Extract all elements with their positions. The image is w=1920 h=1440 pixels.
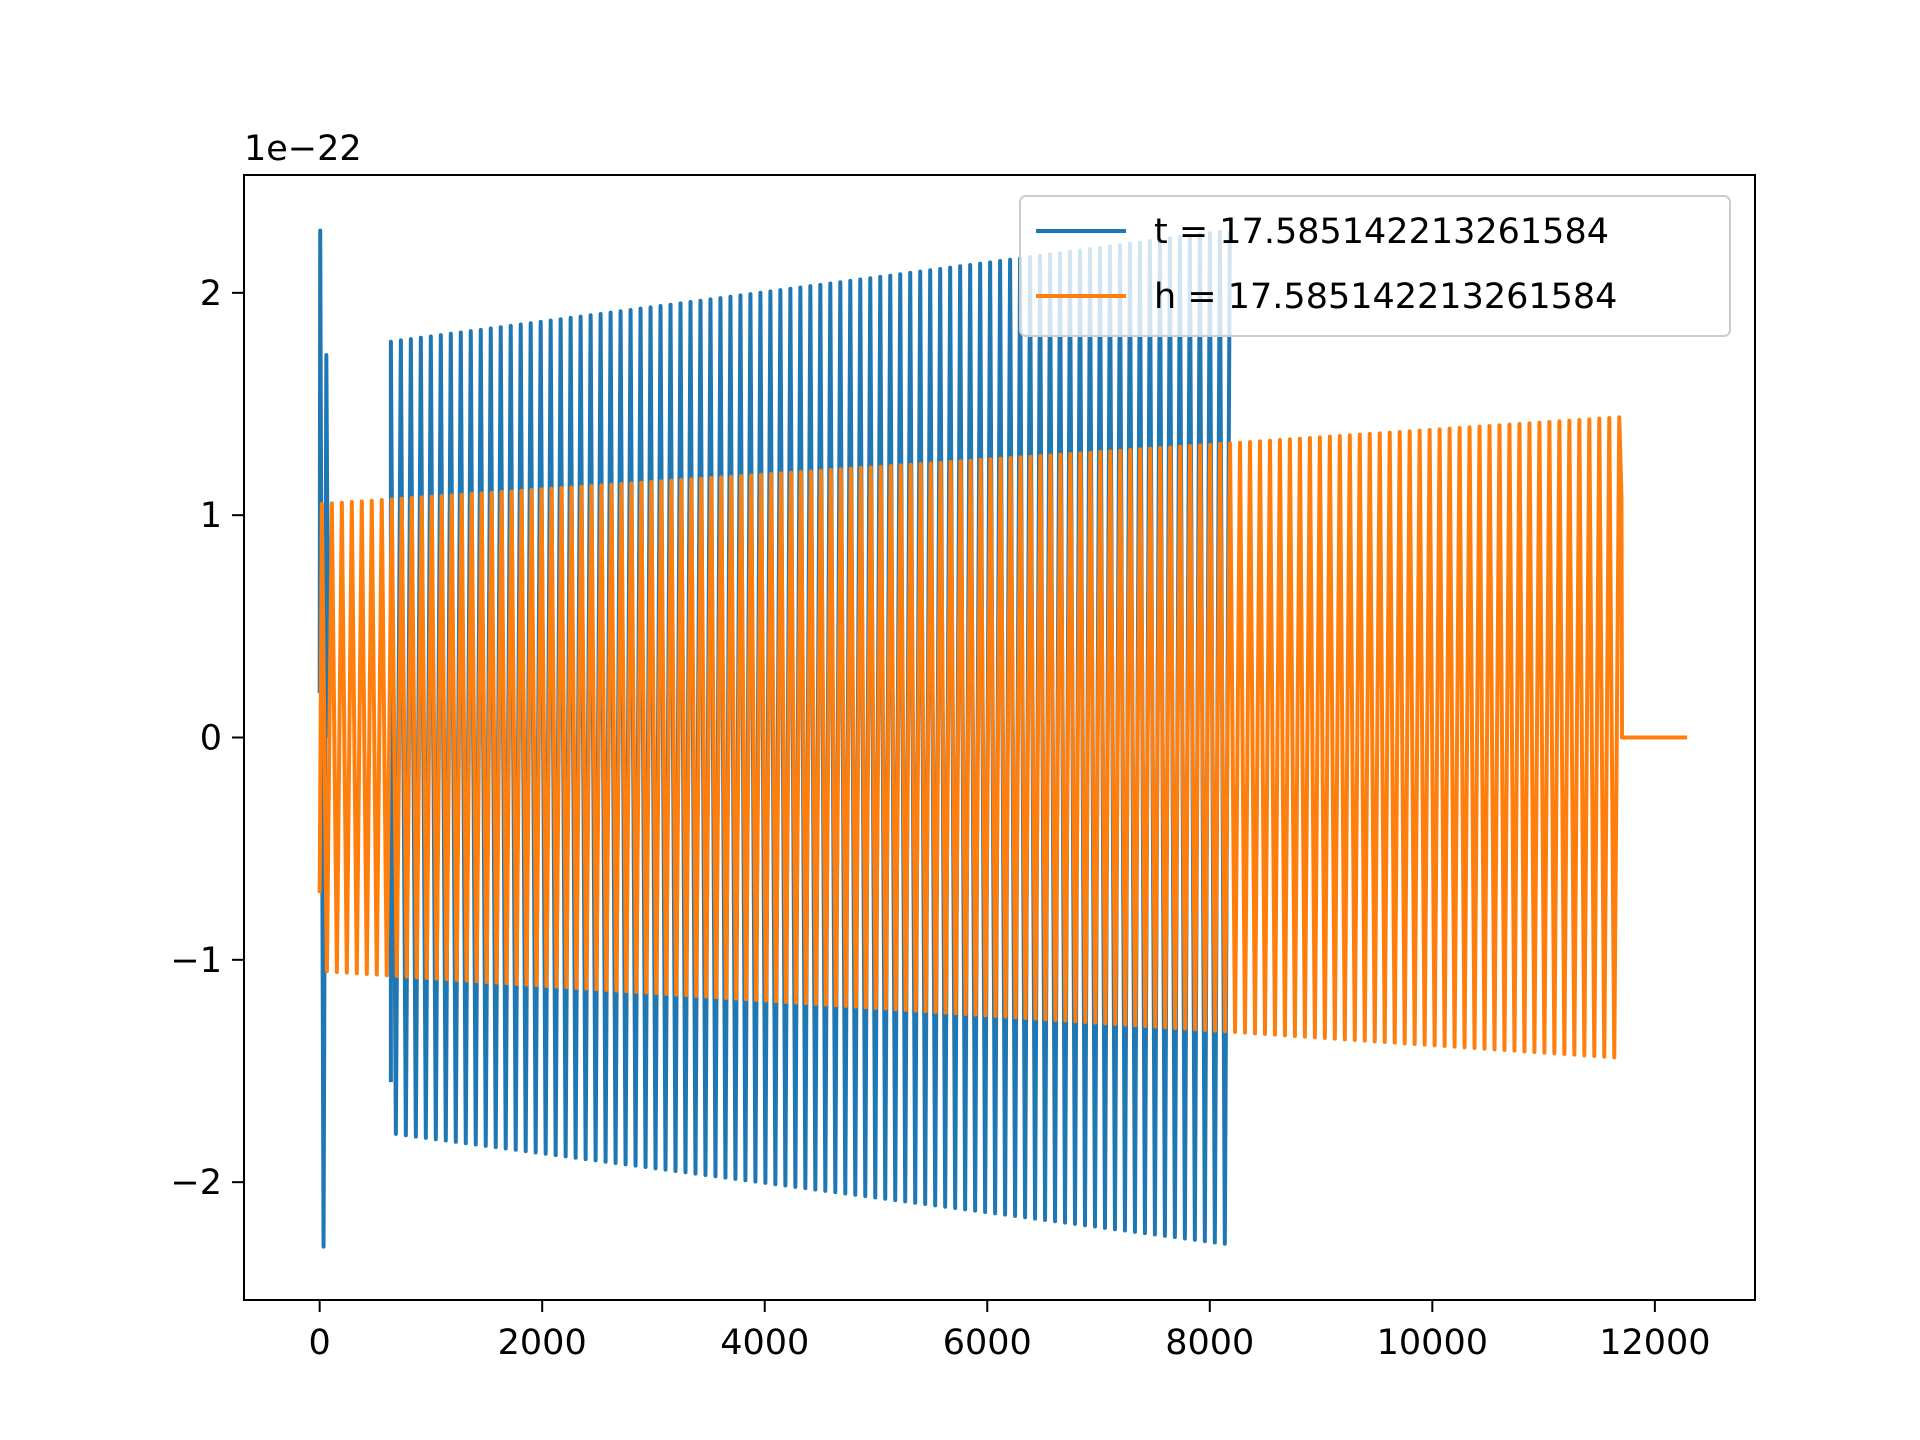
x-tick-label: 10000 (1377, 1323, 1488, 1363)
y-offset-label: 1e−22 (244, 129, 362, 169)
x-axis: 0 2000 4000 6000 8000 10000 12000 (309, 1300, 1711, 1363)
y-axis: −2 −1 0 1 2 (170, 274, 244, 1203)
legend: t = 17.585142213261584 h = 17.5851422132… (1019, 195, 1731, 337)
legend-box (1019, 195, 1731, 337)
y-tick-label: −1 (170, 941, 222, 981)
legend-label-h: h = 17.585142213261584 (1154, 277, 1617, 317)
x-tick-label: 6000 (943, 1323, 1032, 1363)
x-tick-label: 8000 (1165, 1323, 1254, 1363)
legend-label-t: t = 17.585142213261584 (1154, 212, 1609, 252)
x-tick-label: 2000 (498, 1323, 587, 1363)
x-tick-label: 4000 (720, 1323, 809, 1363)
y-tick-label: 0 (200, 719, 222, 759)
x-tick-label: 0 (309, 1323, 331, 1363)
y-tick-label: 1 (200, 496, 222, 536)
y-tick-label: −2 (170, 1163, 222, 1203)
x-tick-label: 12000 (1599, 1323, 1710, 1363)
series-layer (317, 228, 1688, 1249)
y-tick-label: 2 (200, 274, 222, 314)
series-h-line (317, 415, 1688, 1060)
